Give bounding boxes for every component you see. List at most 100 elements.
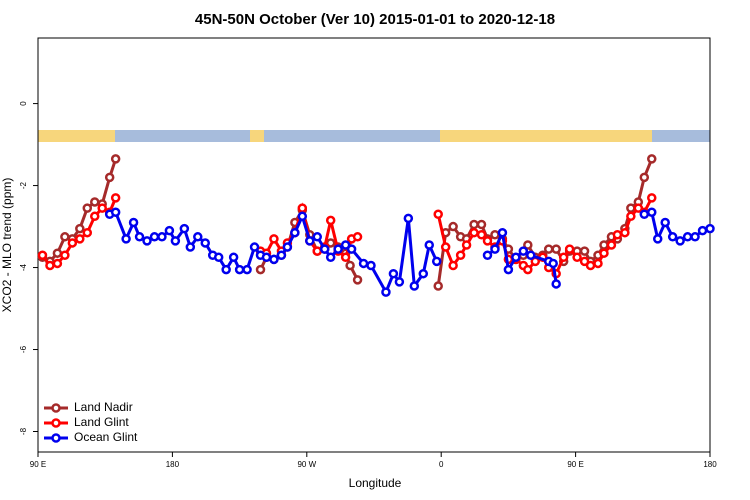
land-band xyxy=(250,130,264,142)
data-point xyxy=(325,215,336,226)
data-point xyxy=(403,213,414,224)
data-point xyxy=(526,250,536,260)
data-point xyxy=(647,193,657,203)
data-point xyxy=(297,211,308,222)
data-point xyxy=(164,225,175,236)
x-axis-label: Longitude xyxy=(349,476,402,490)
data-point xyxy=(606,240,617,250)
data-point xyxy=(312,232,323,242)
data-point xyxy=(599,240,609,250)
data-point xyxy=(612,230,623,240)
y-tick-label: 0 xyxy=(19,101,28,106)
data-point xyxy=(157,232,167,242)
data-point xyxy=(89,197,100,207)
data-point xyxy=(431,256,442,267)
data-point xyxy=(511,252,521,263)
data-point xyxy=(424,240,435,250)
data-point xyxy=(290,227,300,238)
data-point xyxy=(503,264,514,275)
data-point xyxy=(352,232,363,242)
data-point xyxy=(647,154,657,164)
data-point xyxy=(110,193,121,203)
data-point xyxy=(518,246,529,256)
land-ocean-strip xyxy=(38,130,710,142)
data-point xyxy=(45,260,55,271)
data-point xyxy=(690,232,700,242)
series xyxy=(104,207,715,297)
data-point xyxy=(469,227,479,238)
legend-label: Ocean Glint xyxy=(74,430,138,444)
data-point xyxy=(234,264,245,275)
x-tick-label: 0 xyxy=(439,460,444,469)
data-point xyxy=(104,172,115,183)
data-point xyxy=(358,258,369,269)
chart-title: 45N-50N October (Ver 10) 2015-01-01 to 2… xyxy=(195,11,555,28)
data-point xyxy=(633,203,644,213)
land-band xyxy=(440,130,652,142)
data-point xyxy=(346,244,357,254)
data-point xyxy=(626,203,636,213)
data-point xyxy=(639,209,650,220)
data-point xyxy=(579,246,590,256)
data-point xyxy=(213,252,224,263)
data-point xyxy=(551,244,561,254)
data-point xyxy=(497,227,508,238)
legend-label: Land Nadir xyxy=(74,400,133,414)
data-point xyxy=(52,248,63,258)
data-point xyxy=(551,279,561,289)
data-point xyxy=(325,252,336,263)
x-tick-label: 90 E xyxy=(30,460,46,469)
data-point xyxy=(319,244,330,254)
data-point xyxy=(242,264,252,275)
data-point xyxy=(121,234,131,244)
data-point xyxy=(682,232,693,242)
data-point xyxy=(134,232,145,242)
data-point xyxy=(340,240,351,250)
data-point xyxy=(149,232,160,242)
data-point xyxy=(269,254,279,265)
data-point xyxy=(418,268,429,279)
data-point xyxy=(476,219,487,230)
data-point xyxy=(75,234,85,244)
x-tick-label: 180 xyxy=(703,460,717,469)
data-point xyxy=(67,238,78,248)
data-point xyxy=(333,244,343,254)
data-point xyxy=(37,250,48,260)
data-point xyxy=(97,203,107,213)
data-point xyxy=(647,207,657,217)
data-point xyxy=(82,227,93,238)
legend-label: Land Glint xyxy=(74,415,129,429)
data-point xyxy=(440,242,451,252)
y-tick-label: -6 xyxy=(19,345,28,353)
data-point xyxy=(269,234,279,244)
data-point xyxy=(340,252,351,263)
data-point xyxy=(381,287,391,297)
data-point xyxy=(110,207,121,217)
data-point xyxy=(548,258,558,269)
data-point xyxy=(564,244,575,254)
y-tick-label: -2 xyxy=(19,181,28,189)
data-point xyxy=(179,223,190,234)
data-point xyxy=(705,223,715,234)
data-point xyxy=(433,281,443,291)
data-point xyxy=(352,275,363,285)
data-point xyxy=(482,236,493,246)
data-point xyxy=(75,223,85,234)
data-point xyxy=(697,225,708,236)
data-point xyxy=(585,260,596,271)
y-tick-label: -8 xyxy=(19,427,28,435)
data-point xyxy=(667,232,678,242)
data-point xyxy=(660,217,670,228)
legend-swatch-marker xyxy=(51,433,61,443)
data-point xyxy=(200,238,211,248)
land-band xyxy=(38,130,115,142)
data-point xyxy=(345,260,355,271)
data-point xyxy=(128,217,139,228)
data-point xyxy=(261,252,272,263)
data-point xyxy=(490,244,500,254)
data-point xyxy=(255,264,266,275)
data-point xyxy=(433,209,443,220)
data-point xyxy=(652,234,663,244)
